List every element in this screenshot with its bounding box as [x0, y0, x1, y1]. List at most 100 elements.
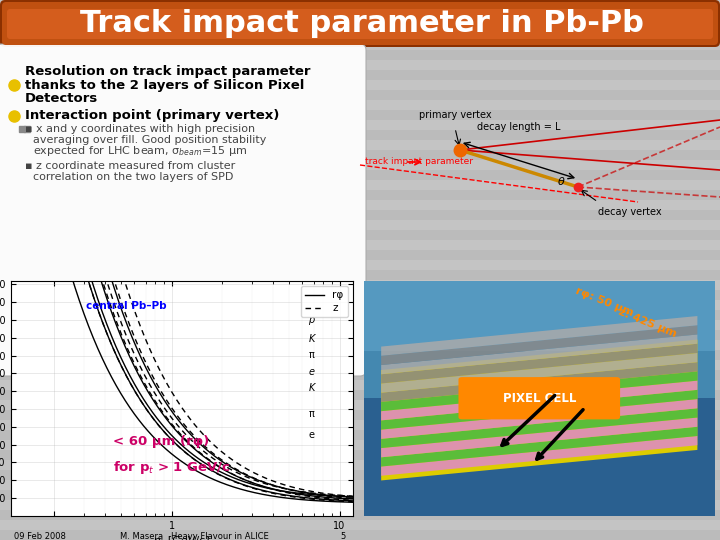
Bar	[0, 530, 720, 540]
Polygon shape	[381, 408, 698, 448]
Polygon shape	[381, 325, 698, 365]
Text: K: K	[308, 383, 315, 393]
Bar	[0, 400, 720, 410]
Bar	[0, 420, 720, 430]
Bar	[364, 281, 715, 399]
Text: M. Masera   Heavy Flavour in ALICE: M. Masera Heavy Flavour in ALICE	[120, 532, 269, 540]
Bar	[0, 310, 720, 320]
Bar	[0, 340, 720, 350]
Bar	[0, 370, 720, 380]
Text: Interaction point (primary vertex): Interaction point (primary vertex)	[25, 110, 279, 123]
Polygon shape	[381, 316, 698, 356]
Text: rφ: 50 μm: rφ: 50 μm	[575, 286, 635, 318]
Text: track impact parameter: track impact parameter	[365, 158, 473, 166]
Bar	[0, 330, 720, 340]
Text: K: K	[308, 334, 315, 344]
Text: decay vertex: decay vertex	[598, 207, 662, 217]
Text: PIXEL CELL: PIXEL CELL	[503, 392, 576, 405]
Polygon shape	[381, 436, 698, 476]
Polygon shape	[381, 390, 698, 430]
Text: 09 Feb 2008: 09 Feb 2008	[14, 532, 66, 540]
Polygon shape	[381, 399, 698, 439]
Polygon shape	[381, 427, 698, 467]
Bar	[0, 150, 720, 160]
Bar	[0, 320, 720, 330]
X-axis label: pₜ [GeV/c]: pₜ [GeV/c]	[154, 536, 210, 540]
Text: 5: 5	[341, 532, 346, 540]
Bar	[0, 200, 720, 210]
FancyBboxPatch shape	[459, 377, 620, 420]
Bar	[0, 180, 720, 190]
Text: Detectors: Detectors	[25, 91, 98, 105]
Bar	[0, 440, 720, 450]
Polygon shape	[381, 381, 698, 421]
Bar	[0, 380, 720, 390]
Bar	[0, 30, 720, 40]
Text: ▪ x and y coordinates with high precision: ▪ x and y coordinates with high precisio…	[25, 124, 255, 134]
Text: e: e	[308, 367, 315, 377]
Text: e: e	[308, 430, 315, 440]
Text: central Pb–Pb: central Pb–Pb	[86, 301, 166, 311]
Bar	[0, 80, 720, 90]
Bar	[0, 390, 720, 400]
Bar	[0, 90, 720, 100]
Bar	[0, 0, 720, 10]
Text: expected for LHC beam, σ$_{beam}$=15 μm: expected for LHC beam, σ$_{beam}$=15 μm	[33, 144, 247, 158]
FancyBboxPatch shape	[0, 0, 720, 47]
Bar	[0, 280, 720, 290]
Bar	[0, 270, 720, 280]
Polygon shape	[381, 334, 698, 374]
Bar	[0, 120, 720, 130]
Bar	[0, 170, 720, 180]
Bar	[0, 110, 720, 120]
Text: < 60 μm (rφ): < 60 μm (rφ)	[114, 435, 210, 448]
Bar	[0, 40, 720, 50]
Bar	[0, 20, 720, 30]
Bar	[0, 10, 720, 20]
Bar	[0, 430, 720, 440]
Text: Two layers:
r = 4 cm
r = 7 cm: Two layers: r = 4 cm r = 7 cm	[430, 460, 496, 510]
Bar	[0, 290, 720, 300]
Polygon shape	[381, 417, 698, 457]
Bar	[0, 70, 720, 80]
Text: π: π	[308, 409, 314, 419]
Text: π: π	[308, 350, 314, 360]
Text: primary vertex: primary vertex	[419, 110, 491, 120]
Bar	[0, 360, 720, 370]
Text: z: 425 μm: z: 425 μm	[616, 307, 678, 339]
Bar	[0, 160, 720, 170]
Bar	[0, 50, 720, 60]
Text: p: p	[308, 315, 315, 325]
Bar	[0, 220, 720, 230]
Polygon shape	[381, 362, 698, 402]
Bar	[0, 490, 720, 500]
Bar	[0, 130, 720, 140]
Bar	[0, 230, 720, 240]
Polygon shape	[381, 344, 698, 383]
Text: for p$_t$ > 1 GeV/c: for p$_t$ > 1 GeV/c	[114, 459, 231, 476]
Bar	[0, 470, 720, 480]
Text: correlation on the two layers of SPD: correlation on the two layers of SPD	[33, 172, 233, 182]
Bar	[0, 250, 720, 260]
Text: thanks to the 2 layers of Silicon Pixel: thanks to the 2 layers of Silicon Pixel	[25, 78, 305, 91]
FancyBboxPatch shape	[0, 44, 366, 376]
Bar	[0, 60, 720, 70]
FancyBboxPatch shape	[7, 9, 713, 39]
Bar	[0, 210, 720, 220]
Bar	[0, 100, 720, 110]
Bar	[0, 520, 720, 530]
Bar	[0, 460, 720, 470]
Bar	[0, 190, 720, 200]
Text: decay length = L: decay length = L	[477, 122, 561, 132]
Text: averaging over fill. Good position stability: averaging over fill. Good position stabi…	[33, 135, 266, 145]
Text: ▪ z coordinate measured from cluster: ▪ z coordinate measured from cluster	[25, 161, 235, 171]
FancyBboxPatch shape	[2, 2, 718, 45]
Bar	[0, 350, 720, 360]
Bar	[0, 140, 720, 150]
Bar	[0, 480, 720, 490]
Bar	[0, 450, 720, 460]
Bar	[0, 510, 720, 520]
Polygon shape	[381, 340, 698, 481]
Bar	[0, 500, 720, 510]
Bar	[0, 260, 720, 270]
